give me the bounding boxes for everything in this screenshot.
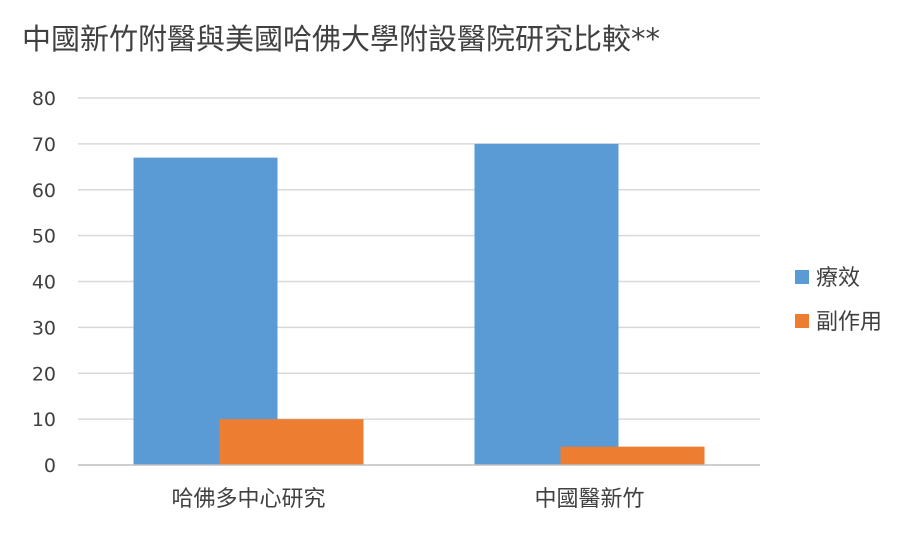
legend-swatch (795, 314, 809, 328)
bar-efficacy (474, 143, 619, 465)
y-tick-label: 30 (32, 317, 56, 339)
y-tick-label: 60 (32, 180, 56, 202)
y-tick-label: 0 (44, 455, 56, 477)
x-category-label: 哈佛多中心研究 (171, 487, 325, 512)
legend-swatch (795, 270, 809, 284)
bar-side-effect (560, 446, 705, 465)
y-tick-label: 10 (32, 409, 56, 431)
bar-efficacy (133, 157, 278, 465)
y-axis-ticks: 0 10 20 30 40 50 60 70 80 (32, 88, 56, 477)
bars (133, 143, 705, 465)
y-tick-label: 70 (32, 134, 56, 156)
x-category-label: 中國醫新竹 (534, 487, 644, 512)
y-tick-label: 40 (32, 272, 56, 294)
y-tick-label: 20 (32, 363, 56, 385)
category-labels: 哈佛多中心研究 中國醫新竹 (171, 487, 644, 512)
y-tick-label: 50 (32, 226, 56, 248)
y-tick-label: 80 (32, 88, 56, 110)
bar-side-effect (219, 419, 364, 465)
chart-title: 中國新竹附醫與美國哈佛大學附設醫院研究比較** (22, 22, 661, 56)
legend-label: 副作用 (816, 310, 882, 335)
legend-label: 療效 (816, 266, 860, 291)
